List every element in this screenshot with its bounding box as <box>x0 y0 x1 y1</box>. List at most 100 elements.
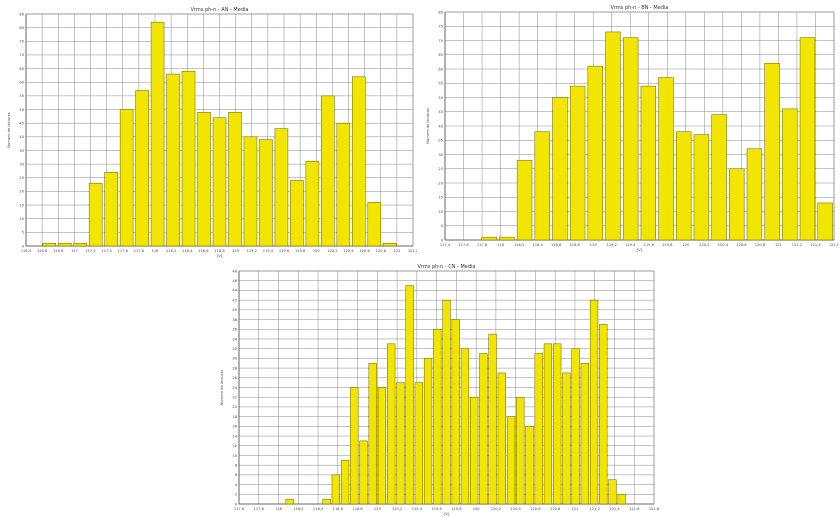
y-tick-label: 16 <box>232 425 237 429</box>
x-tick-label: 119,8 <box>295 249 306 253</box>
bar <box>617 494 626 505</box>
bar <box>367 202 382 247</box>
y-tick-label: 20 <box>19 190 24 194</box>
bar <box>57 243 72 247</box>
bar <box>729 168 745 241</box>
y-tick-label: 28 <box>232 366 237 370</box>
x-axis-label: [V] <box>217 254 223 258</box>
x-tick-label: 119 <box>590 243 598 247</box>
x-tick-label: 120 <box>473 507 481 511</box>
y-tick-label: 40 <box>19 135 24 139</box>
bar <box>587 65 603 241</box>
y-tick-label: 34 <box>232 337 237 341</box>
x-tick-label: 119,2 <box>607 243 617 247</box>
x-tick-label: 117,4 <box>101 249 112 253</box>
y-tick-label: 30 <box>438 153 443 157</box>
y-tick-label: 24 <box>232 386 237 390</box>
y-tick-label: 30 <box>19 162 24 166</box>
x-tick-label: 121,6 <box>829 243 838 247</box>
bar <box>104 172 118 247</box>
x-tick-label: 121,4 <box>609 507 620 511</box>
bar <box>460 348 470 505</box>
x-tick-label: 121,2 <box>408 249 417 253</box>
x-tick-label: 118,2 <box>514 243 524 247</box>
bar <box>553 343 562 505</box>
chart-bn: Vrms ph-n - BN - Media 0 5 10 15 20 25 30 35 40 45… <box>423 2 838 252</box>
x-tick-label: 118,2 <box>293 507 303 511</box>
y-tick-label: 60 <box>19 81 24 85</box>
bar <box>340 460 350 505</box>
x-tick-label: 118,4 <box>532 243 543 247</box>
y-tick-label: 22 <box>232 396 237 400</box>
bar <box>331 474 340 505</box>
x-tick-label: 120,2 <box>327 249 337 253</box>
y-tick-label: 40 <box>438 124 443 128</box>
x-tick-label: 117,2 <box>85 249 95 253</box>
bar <box>525 426 534 505</box>
bar <box>534 353 543 505</box>
y-tick-label: 45 <box>19 121 24 125</box>
y-tick-label: 2 <box>235 493 237 497</box>
y-tick-label: 55 <box>19 94 24 98</box>
y-tick-label: 35 <box>438 139 443 143</box>
x-tick-label: 120,6 <box>359 249 370 253</box>
y-tick-label: 0 <box>235 502 238 506</box>
y-tick-label: 60 <box>438 67 443 71</box>
y-tick-label: 42 <box>232 298 237 302</box>
bar <box>506 416 516 505</box>
bar <box>274 128 289 247</box>
x-tick-label: 120,6 <box>736 243 747 247</box>
y-tick-label: 80 <box>19 26 24 30</box>
y-tick-label: 14 <box>232 434 237 438</box>
bar <box>605 31 621 241</box>
y-tick-label: 46 <box>232 279 237 283</box>
x-tick-label: 118 <box>152 249 160 253</box>
x-tick-label: 118,8 <box>214 249 225 253</box>
bar <box>711 114 727 241</box>
bar <box>442 299 451 505</box>
bar <box>608 479 617 505</box>
bar <box>166 73 180 247</box>
y-tick-label: 48 <box>232 269 237 273</box>
y-tick-label: 40 <box>232 308 237 312</box>
bar <box>405 285 414 505</box>
x-tick-label: 119,8 <box>451 507 462 511</box>
bar <box>259 139 273 247</box>
bar <box>451 319 460 505</box>
x-tick-label: 118 <box>275 507 283 511</box>
y-tick-label: 0 <box>441 238 444 242</box>
bar <box>488 333 497 505</box>
x-tick-label: 117,4 <box>440 243 451 247</box>
bar <box>817 202 833 241</box>
bar <box>377 387 387 505</box>
x-tick-label: 117,6 <box>118 249 129 253</box>
y-tick-label: 65 <box>438 53 443 57</box>
y-tick-label: 70 <box>438 39 443 43</box>
x-tick-label: 119,4 <box>263 249 274 253</box>
y-tick-label: 44 <box>232 289 237 293</box>
bar <box>599 324 608 505</box>
x-tick-label: 118,6 <box>551 243 562 247</box>
bar <box>580 362 589 505</box>
x-tick-label: 118,4 <box>182 249 193 253</box>
x-tick-label: 116,8 <box>53 249 64 253</box>
bar <box>423 358 433 505</box>
x-tick-label: 120,2 <box>491 507 501 511</box>
bar <box>359 440 368 505</box>
y-tick-label: 85 <box>19 12 24 16</box>
x-tick-label: 119,2 <box>247 249 257 253</box>
x-tick-label: 120,2 <box>699 243 709 247</box>
y-axis-label: Numero de lecturas <box>220 370 224 406</box>
bar <box>228 112 242 247</box>
y-tick-label: 75 <box>19 40 24 44</box>
y-tick-label: 25 <box>19 176 24 180</box>
bar <box>433 329 442 505</box>
bar <box>181 71 196 247</box>
bar <box>571 348 580 505</box>
bar <box>499 236 515 241</box>
y-tick-label: 10 <box>232 454 237 458</box>
bar <box>150 21 165 247</box>
x-tick-label: 121 <box>775 243 782 247</box>
x-tick-label: 117 <box>71 249 78 253</box>
y-tick-label: 65 <box>19 67 24 71</box>
